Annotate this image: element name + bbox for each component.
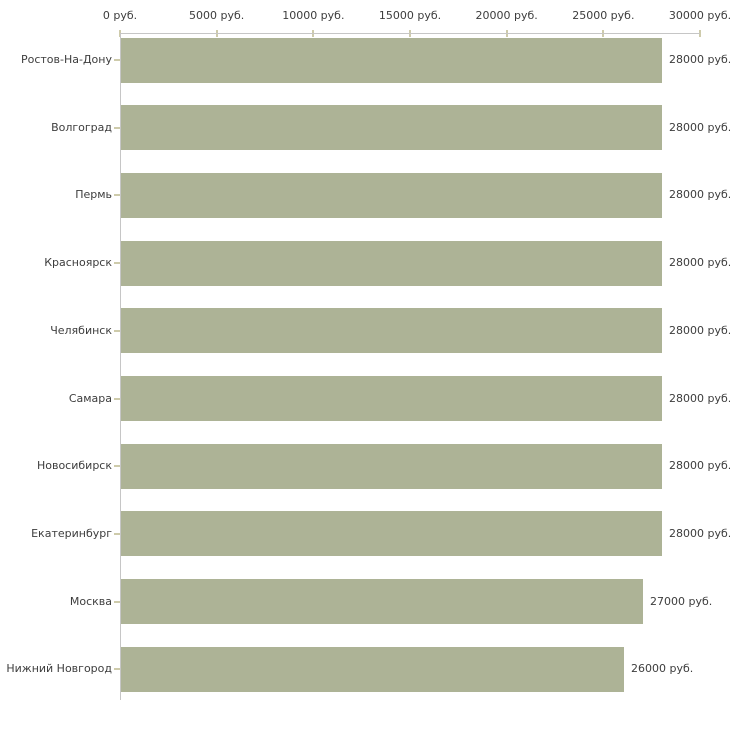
x-axis-line — [120, 33, 700, 34]
category-label: Красноярск — [44, 256, 112, 270]
value-label: 28000 руб. — [669, 526, 730, 540]
value-label: 28000 руб. — [669, 120, 730, 134]
x-axis-tick-mark — [699, 30, 701, 37]
bar — [121, 443, 662, 489]
y-axis-tick-mark — [114, 668, 120, 671]
category-label: Волгоград — [51, 120, 112, 134]
y-axis-tick-mark — [114, 329, 120, 332]
value-label: 28000 руб. — [669, 256, 730, 270]
x-axis-tick-label: 30000 руб. — [668, 9, 730, 22]
x-axis-tick-label: 0 руб. — [102, 9, 138, 22]
category-label: Новосибирск — [36, 459, 112, 473]
value-label: 28000 руб. — [669, 188, 730, 202]
category-label: Ростов-На-Дону — [20, 53, 112, 66]
category-label: Самара — [68, 391, 112, 405]
y-axis-tick-mark — [114, 194, 120, 197]
y-axis-tick-mark — [114, 262, 120, 265]
y-axis-tick-mark — [114, 397, 120, 400]
x-axis-tick-label: 5000 руб. — [189, 9, 245, 22]
bar — [121, 511, 662, 557]
x-axis-tick-label: 25000 руб. — [572, 9, 635, 22]
category-label: Челябинск — [50, 323, 112, 337]
bar — [121, 105, 662, 151]
category-label: Москва — [69, 594, 112, 608]
category-label: Пермь — [75, 188, 112, 202]
value-label: 28000 руб. — [669, 53, 730, 66]
value-label: 28000 руб. — [669, 323, 730, 337]
y-axis-line — [120, 33, 121, 700]
bar — [121, 376, 662, 421]
value-label: 28000 руб. — [669, 391, 730, 405]
bar — [121, 172, 662, 218]
bar — [121, 308, 662, 354]
x-axis-tick-label: 20000 руб. — [475, 9, 538, 22]
x-axis-tick-label: 10000 руб. — [282, 9, 345, 22]
bar — [121, 240, 662, 286]
y-axis-tick-mark — [114, 532, 120, 535]
category-label: Нижний Новгород — [6, 662, 112, 676]
bar — [121, 37, 662, 83]
value-label: 26000 руб. — [631, 662, 694, 676]
bar — [121, 646, 624, 692]
value-label: 28000 руб. — [669, 459, 730, 473]
category-label: Екатеринбург — [31, 526, 112, 540]
x-axis-tick-label: 15000 руб. — [378, 9, 442, 22]
y-axis-tick-mark — [114, 59, 120, 61]
y-axis-tick-mark — [114, 126, 120, 129]
y-axis-tick-mark — [114, 465, 120, 468]
y-axis-tick-mark — [114, 600, 120, 603]
bar — [121, 579, 643, 625]
value-label: 27000 руб. — [650, 594, 713, 608]
